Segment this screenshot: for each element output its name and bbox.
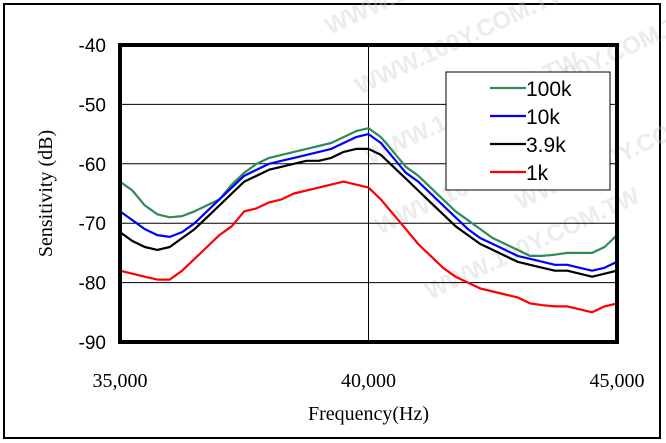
series-line-3.9k [119,147,618,278]
series-line-100k [119,127,618,257]
y-tick-label: -40 [79,36,106,57]
x-tick-label: 40,000 [341,370,396,392]
series-line-1k [119,180,618,314]
y-tick-label: -50 [79,95,106,116]
y-axis-ticks: -40 -50 -60 -70 -80 -90 [79,36,106,354]
legend-label-100k: 100k [526,78,572,101]
legend-box [445,71,611,191]
legend-label-10k: 10k [526,106,560,129]
x-tick-label: 35,000 [93,370,148,392]
series-line-10k [119,133,618,272]
x-axis-ticks: 35,000 40,000 45,000 [93,370,645,392]
y-tick-label: -90 [79,333,106,354]
x-tick-label: 45,000 [590,370,645,392]
y-tick-label: -80 [79,274,106,295]
legend: 100k 10k 3.9k 1k [445,71,611,191]
series-layer [119,127,618,314]
legend-label-1k: 1k [526,162,549,185]
x-axis-title: Frequency(Hz) [308,403,429,425]
plot-area-border [118,43,619,344]
y-tick-label: -60 [79,155,106,176]
y-axis-title: Sensitivity (dB) [35,130,57,257]
y-tick-label: -70 [79,214,106,235]
legend-label-3.9k: 3.9k [526,134,566,157]
